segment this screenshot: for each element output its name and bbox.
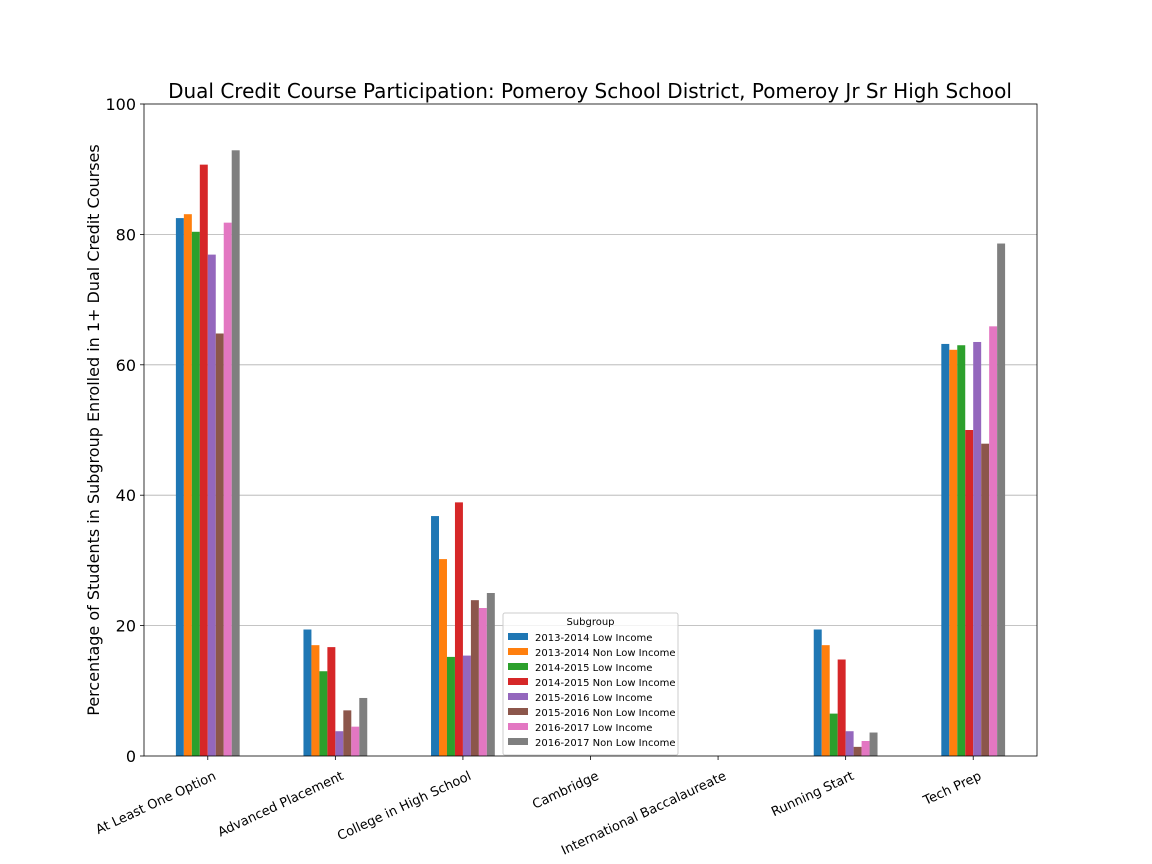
bar bbox=[191, 231, 200, 757]
legend-swatch bbox=[508, 663, 528, 670]
bar bbox=[941, 343, 950, 756]
legend-swatch bbox=[508, 708, 528, 715]
bar bbox=[837, 659, 846, 756]
bar bbox=[853, 746, 862, 756]
bar bbox=[470, 600, 479, 756]
x-tick-label: At Least One Option bbox=[94, 769, 219, 838]
y-tick-label: 80 bbox=[116, 225, 136, 244]
bar bbox=[973, 341, 982, 756]
legend-swatch bbox=[508, 738, 528, 745]
bar bbox=[462, 655, 471, 756]
legend-label: 2014-2015 Non Low Income bbox=[535, 678, 675, 689]
bar bbox=[207, 254, 216, 757]
legend-swatch bbox=[508, 648, 528, 655]
legend-label: 2013-2014 Low Income bbox=[535, 633, 652, 644]
legend-box bbox=[502, 612, 679, 756]
y-axis-label: Percentage of Students in Subgroup Enrol… bbox=[84, 144, 103, 715]
legend-label: 2016-2017 Low Income bbox=[535, 723, 652, 734]
bar bbox=[311, 645, 320, 756]
bar bbox=[486, 593, 495, 756]
legend-label: 2013-2014 Non Low Income bbox=[535, 648, 675, 659]
bar bbox=[175, 218, 184, 757]
legend-swatch bbox=[508, 678, 528, 685]
y-tick-label: 40 bbox=[116, 486, 136, 505]
bar bbox=[431, 516, 440, 756]
y-tick-label: 0 bbox=[126, 747, 136, 766]
legend-title: Subgroup bbox=[566, 617, 614, 628]
bar bbox=[869, 732, 878, 756]
bars bbox=[175, 150, 1006, 757]
bar bbox=[957, 345, 966, 756]
bar bbox=[454, 502, 463, 756]
y-tick-label: 100 bbox=[105, 95, 136, 114]
bar bbox=[327, 647, 336, 756]
legend-swatch bbox=[508, 693, 528, 700]
bar bbox=[478, 608, 487, 756]
legend: Subgroup 2013-2014 Low Income 2013-2014 N… bbox=[502, 612, 679, 756]
bar bbox=[845, 731, 854, 756]
bar bbox=[231, 150, 240, 757]
bar bbox=[821, 645, 830, 756]
x-tick-label: Running Start bbox=[769, 769, 856, 820]
bar bbox=[215, 333, 224, 756]
x-tick-label: Cambridge bbox=[530, 769, 601, 813]
bar bbox=[335, 731, 344, 756]
grid-lines bbox=[144, 233, 1037, 626]
bar bbox=[199, 164, 208, 756]
bar bbox=[343, 710, 352, 756]
x-tick-label: Advanced Placement bbox=[216, 769, 346, 840]
bar bbox=[223, 222, 232, 756]
chart-title: Dual Credit Course Participation: Pomero… bbox=[168, 79, 1012, 103]
bar bbox=[319, 671, 328, 756]
bar bbox=[965, 430, 974, 756]
bar bbox=[989, 326, 998, 756]
y-tick-label: 20 bbox=[116, 617, 136, 636]
bar bbox=[359, 697, 368, 756]
bar bbox=[303, 629, 312, 756]
legend-label: 2015-2016 Low Income bbox=[535, 693, 652, 704]
bar bbox=[183, 214, 192, 756]
x-tick-label: Tech Prep bbox=[920, 769, 984, 809]
x-tick-label: College in High School bbox=[335, 769, 473, 844]
bar bbox=[446, 656, 455, 756]
bar bbox=[997, 243, 1006, 756]
bar bbox=[861, 741, 870, 756]
bar bbox=[813, 629, 822, 756]
bar bbox=[439, 559, 447, 756]
y-tick-label: 60 bbox=[116, 356, 136, 375]
legend-label: 2014-2015 Low Income bbox=[535, 663, 652, 674]
legend-swatch bbox=[508, 633, 528, 640]
bar bbox=[981, 443, 990, 756]
legend-label: 2015-2016 Non Low Income bbox=[535, 708, 675, 719]
legend-label: 2016-2017 Non Low Income bbox=[535, 738, 675, 749]
bar bbox=[829, 713, 838, 756]
bar bbox=[949, 349, 958, 756]
y-ticks: 0 20 40 60 80 100 bbox=[105, 95, 144, 766]
legend-swatch bbox=[508, 723, 528, 730]
legend-items: 2013-2014 Low Income 2013-2014 Non Low In… bbox=[508, 633, 675, 749]
bar bbox=[351, 726, 360, 756]
